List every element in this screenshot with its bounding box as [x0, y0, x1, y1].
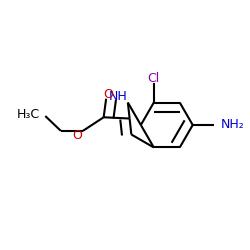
Text: H₃C: H₃C [17, 108, 40, 121]
Text: NH: NH [108, 90, 127, 103]
Text: O: O [104, 88, 114, 101]
Text: NH₂: NH₂ [221, 118, 245, 132]
Text: O: O [72, 129, 82, 142]
Text: Cl: Cl [148, 72, 160, 85]
